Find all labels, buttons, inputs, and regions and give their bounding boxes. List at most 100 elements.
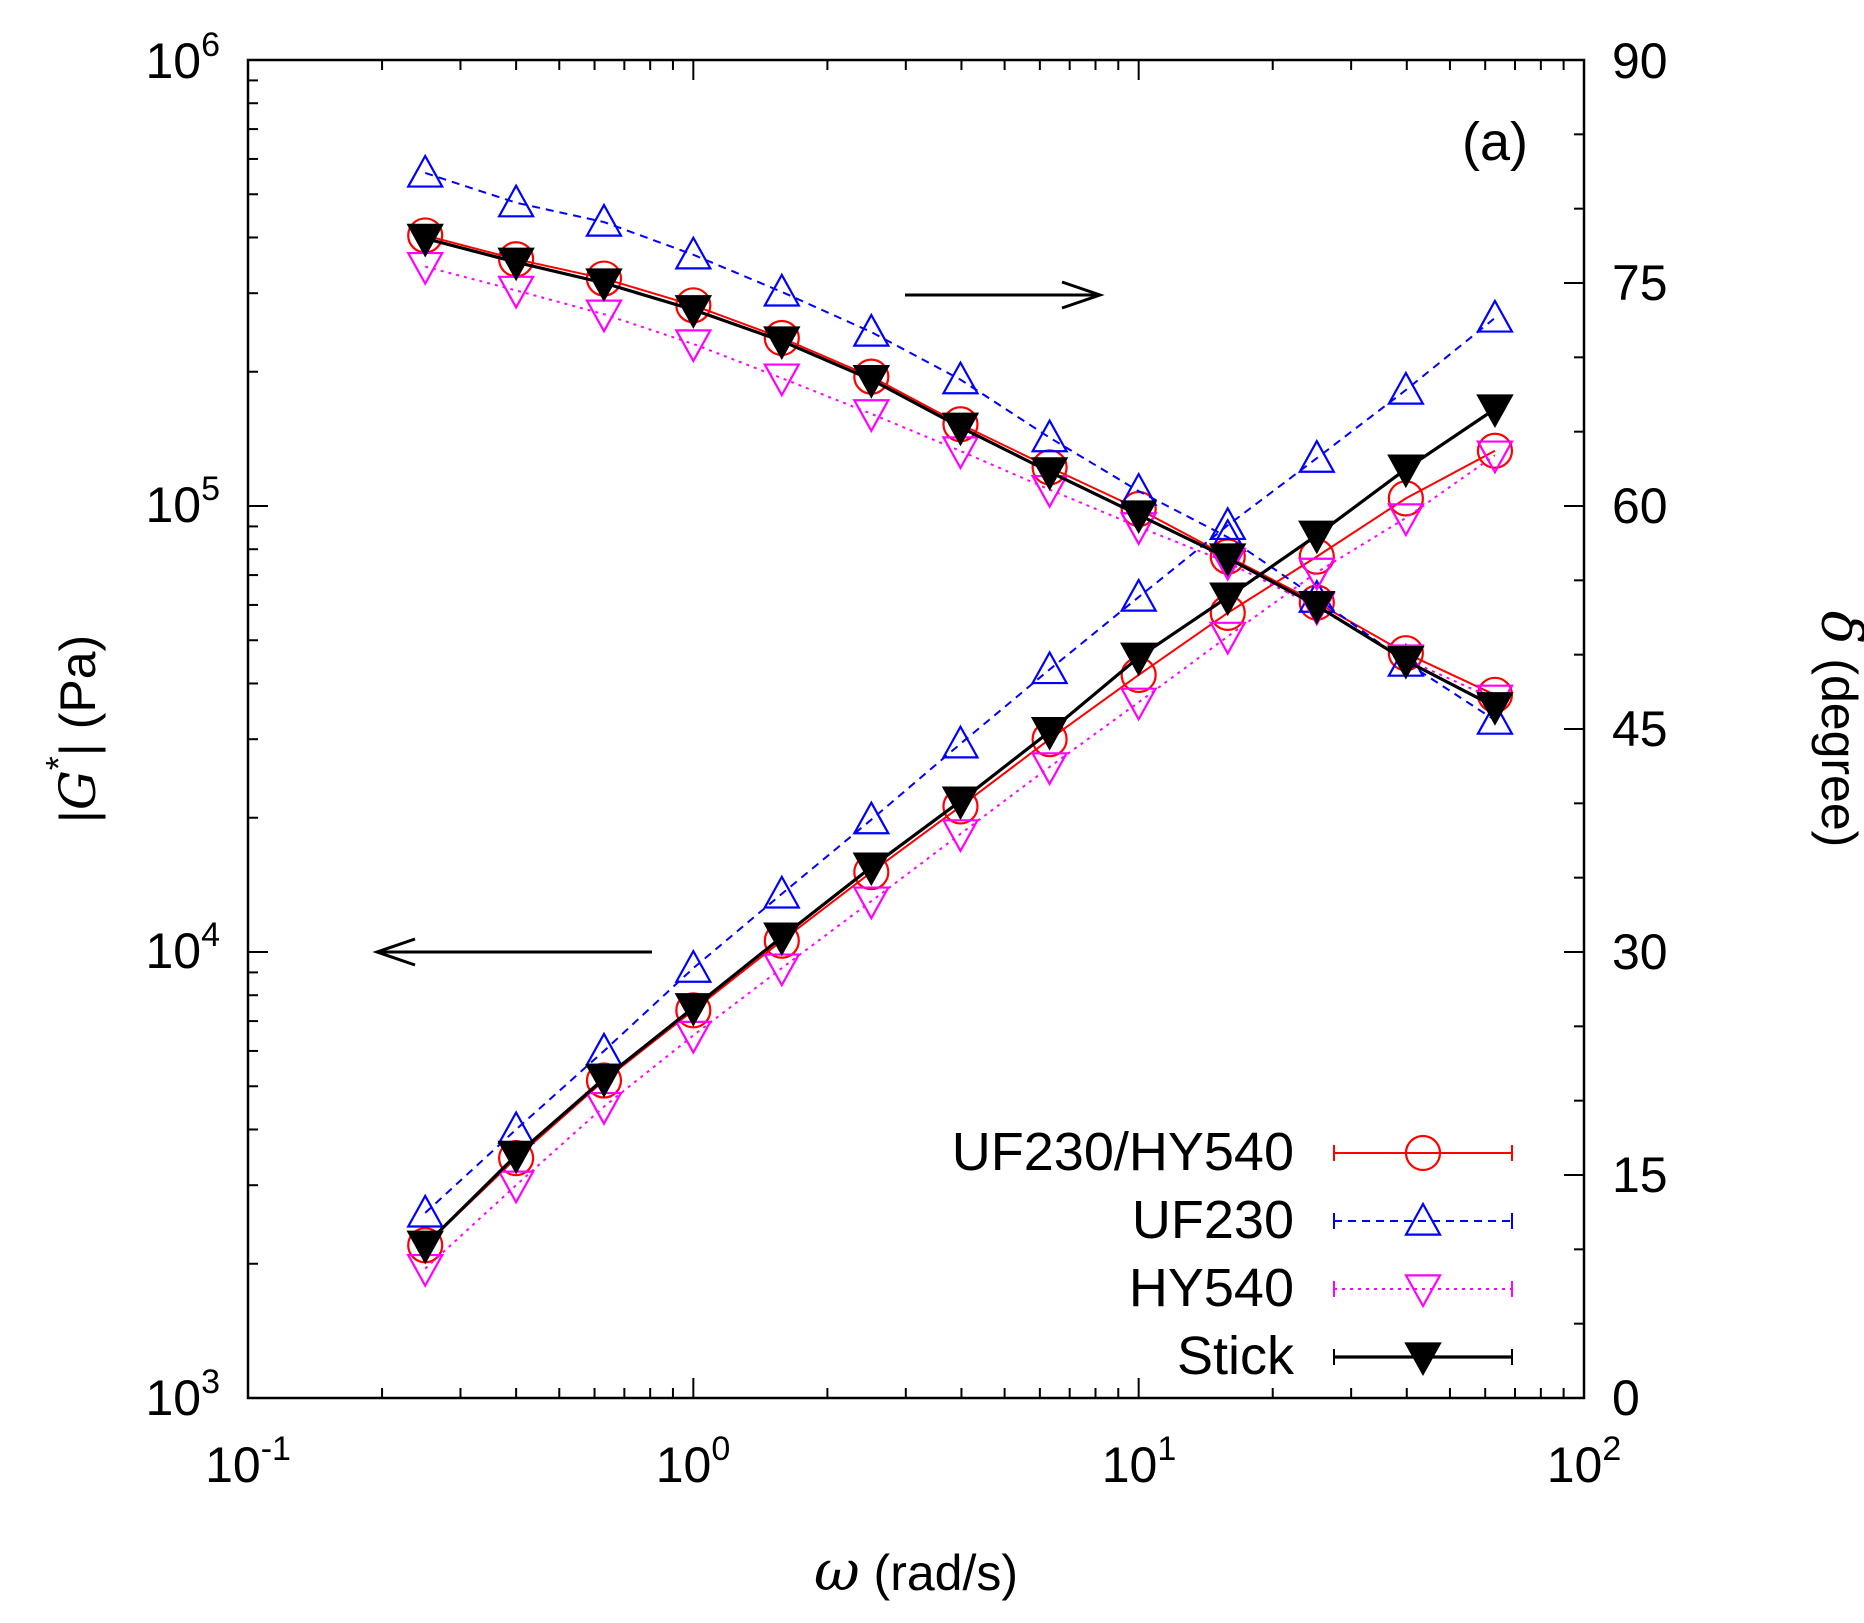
data-point-delta bbox=[1476, 692, 1514, 726]
y-right-tick-label: 75 bbox=[1612, 255, 1668, 311]
y-right-axis-title: δ (degree) bbox=[1808, 611, 1864, 848]
arrow-left-annotation bbox=[372, 937, 652, 967]
data-point-gstar bbox=[1297, 557, 1336, 592]
legend-label: HY540 bbox=[1129, 1258, 1294, 1318]
data-point-gstar bbox=[674, 948, 713, 983]
series-line-gstar bbox=[424, 317, 1496, 1214]
data-point-gstar bbox=[852, 800, 891, 835]
data-point-gstar bbox=[1119, 577, 1158, 612]
data-point-gstar bbox=[1208, 621, 1247, 656]
data-point-gstar bbox=[1387, 454, 1425, 489]
series-stick bbox=[406, 223, 1514, 1265]
data-point-delta bbox=[674, 295, 713, 329]
data-point-delta bbox=[852, 312, 891, 347]
arrow-right-annotation bbox=[905, 280, 1105, 310]
y-left-tick-label: 103 bbox=[145, 1363, 220, 1426]
data-point-gstar bbox=[852, 852, 891, 887]
data-point-gstar bbox=[1297, 438, 1336, 473]
data-point-gstar bbox=[1386, 503, 1425, 538]
data-point-delta bbox=[674, 329, 713, 364]
y-left-axis-title: |G*| (Pa) bbox=[38, 635, 107, 823]
x-tick-labels: 10-1 100 101 102 bbox=[205, 1430, 1621, 1493]
data-point-delta bbox=[1209, 543, 1247, 578]
y-right-tick-label: 60 bbox=[1612, 478, 1668, 534]
data-point-delta bbox=[763, 326, 801, 361]
y-left-tick-label: 104 bbox=[145, 916, 220, 979]
data-point-gstar bbox=[763, 922, 801, 957]
arrow-left-head bbox=[372, 937, 416, 967]
x-axis-title: ω (rad/s) bbox=[814, 1539, 1018, 1604]
legend: UF230/HY540 UF230 HY540 Stick bbox=[952, 1122, 1513, 1386]
data-point-gstar bbox=[1030, 717, 1069, 751]
data-point-delta bbox=[1387, 646, 1425, 680]
data-point-gstar bbox=[1030, 752, 1069, 787]
data-point-delta bbox=[1298, 591, 1336, 625]
data-point-gstar bbox=[497, 1140, 535, 1175]
series-line-delta bbox=[424, 265, 1496, 701]
data-point-delta bbox=[762, 272, 801, 307]
data-point-gstar bbox=[1476, 394, 1514, 429]
arrow-right-head bbox=[1061, 280, 1105, 310]
data-point-gstar bbox=[1476, 440, 1514, 475]
data-point-gstar bbox=[1476, 432, 1514, 469]
data-point-gstar bbox=[941, 819, 980, 854]
data-point-delta bbox=[406, 153, 445, 188]
data-point-gstar bbox=[1298, 520, 1336, 555]
data-point-gstar bbox=[762, 874, 801, 909]
data-point-gstar bbox=[1209, 582, 1247, 617]
data-point-delta bbox=[852, 399, 891, 434]
data-point-gstar bbox=[406, 1230, 444, 1265]
data-point-delta bbox=[497, 183, 535, 218]
x-tick-label: 10-1 bbox=[205, 1430, 291, 1493]
y-right-tick-label: 45 bbox=[1612, 701, 1668, 757]
x-tick-label: 101 bbox=[1102, 1430, 1177, 1493]
y-left-tick-label: 106 bbox=[145, 26, 220, 89]
y-right-tick-labels: 0 15 30 45 60 75 90 bbox=[1612, 33, 1668, 1426]
series-line-gstar bbox=[424, 454, 1496, 1270]
y-right-tick-label: 0 bbox=[1612, 1370, 1640, 1426]
data-point-delta bbox=[852, 365, 891, 399]
data-point-gstar bbox=[406, 1193, 445, 1228]
axis-ticks bbox=[247, 59, 1584, 1399]
data-point-gstar bbox=[1030, 650, 1069, 685]
y-left-tick-label: 105 bbox=[145, 470, 220, 533]
plot-frame bbox=[246, 58, 1586, 1400]
data-point-gstar bbox=[941, 724, 980, 759]
data-point-gstar bbox=[941, 786, 980, 821]
y-left-tick-labels: 103 104 105 106 bbox=[145, 26, 220, 1426]
data-point-gstar bbox=[1208, 506, 1247, 541]
data-point-delta bbox=[674, 235, 713, 270]
legend-marker bbox=[1404, 1201, 1442, 1236]
data-point-delta bbox=[406, 223, 444, 258]
data-point-delta bbox=[941, 360, 980, 395]
legend-samples bbox=[1333, 1134, 1513, 1377]
data-point-gstar bbox=[1119, 642, 1158, 677]
data-point-gstar bbox=[1476, 298, 1514, 333]
series-layer bbox=[406, 153, 1514, 1288]
data-point-delta bbox=[585, 268, 623, 303]
legend-marker bbox=[1404, 1134, 1442, 1172]
y-right-tick-label: 30 bbox=[1612, 924, 1668, 980]
data-point-delta bbox=[1119, 500, 1158, 534]
legend-marker bbox=[1404, 1342, 1442, 1377]
y-right-tick-label: 15 bbox=[1612, 1147, 1668, 1203]
data-point-delta bbox=[1476, 700, 1514, 735]
data-point-gstar bbox=[1119, 687, 1158, 722]
x-tick-label: 100 bbox=[656, 1430, 731, 1493]
data-point-delta bbox=[1030, 457, 1069, 491]
legend-label: UF230/HY540 bbox=[952, 1122, 1294, 1182]
data-point-delta bbox=[941, 412, 980, 447]
data-point-gstar bbox=[674, 993, 713, 1027]
data-point-gstar bbox=[1386, 370, 1425, 405]
data-point-delta bbox=[585, 202, 623, 237]
data-point-gstar bbox=[585, 1064, 623, 1098]
legend-label: Stick bbox=[1177, 1326, 1295, 1386]
data-point-delta bbox=[1030, 418, 1069, 453]
legend-label: UF230 bbox=[1132, 1190, 1294, 1250]
x-tick-label: 102 bbox=[1547, 1430, 1622, 1493]
y-right-tick-label: 90 bbox=[1612, 33, 1668, 89]
data-point-delta bbox=[497, 247, 535, 282]
legend-marker bbox=[1404, 1274, 1442, 1309]
